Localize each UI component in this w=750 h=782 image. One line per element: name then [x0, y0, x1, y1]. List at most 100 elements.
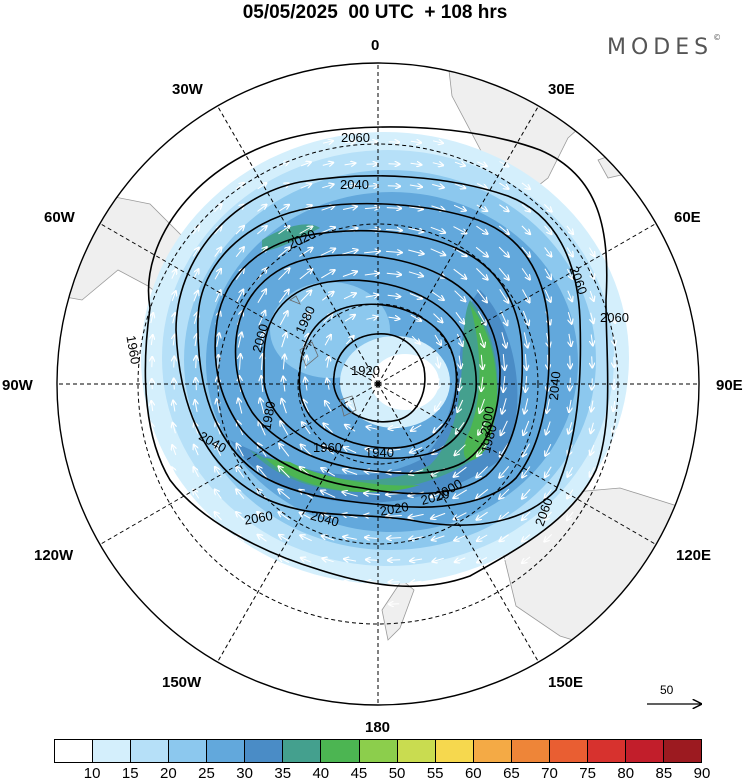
wind-vector: [521, 182, 530, 189]
wind-vector: [499, 511, 510, 520]
wind-vector: [194, 467, 199, 478]
contour-label: 2060: [243, 508, 274, 528]
colorbar-swatch: [169, 740, 208, 762]
wind-vector: [151, 335, 152, 346]
wind-vector: [409, 207, 423, 210]
wind-vector: [459, 377, 461, 391]
wind-vector: [365, 537, 380, 538]
wind-vector: [589, 269, 594, 278]
wind-vector: [500, 556, 509, 563]
wind-vector: [592, 356, 593, 367]
wind-vector: [323, 581, 334, 584]
colorbar-tick-label: 15: [121, 765, 139, 782]
wind-vector: [476, 289, 487, 303]
wind-vector: [238, 399, 243, 414]
wind-vector: [345, 336, 353, 345]
contour-label: 2000: [249, 322, 271, 354]
colorbar-labels: 10 15 20 25 30 35 40 45 50 55 60 65 70 75 80 85 90: [0, 765, 750, 782]
wind-vector: [544, 247, 552, 256]
wind-vector: [345, 603, 356, 605]
wind-vector: [410, 141, 421, 142]
wind-vector: [588, 247, 594, 257]
wind-vector: [173, 313, 176, 324]
wind-vector: [521, 204, 530, 212]
wind-vector: [432, 163, 443, 166]
wind-vector: [388, 560, 401, 561]
wind-vector: [521, 268, 530, 279]
wind-vector: [567, 511, 574, 520]
wind-vector: [345, 425, 356, 432]
wind-vector: [569, 399, 571, 412]
colorbar-swatch: [131, 740, 170, 762]
wind-vector: [479, 332, 485, 347]
wind-vector: [367, 604, 378, 605]
wind-vector: [172, 445, 176, 456]
south-pole-dot: [375, 381, 381, 387]
wind-vector: [431, 291, 444, 300]
wind-vector: [502, 398, 507, 413]
reference-vector-label: 50: [660, 683, 674, 697]
wind-vector: [235, 247, 244, 258]
wind-vector: [237, 444, 244, 457]
colorbar-swatch: [93, 740, 132, 762]
colorbar-swatch: [283, 740, 322, 762]
colorbar-swatch: [587, 740, 626, 762]
wind-vector: [365, 186, 378, 187]
wind-vector: [301, 580, 312, 584]
wind-vector: [431, 512, 446, 518]
wind-vector: [409, 537, 423, 540]
wind-vector: [236, 512, 245, 521]
map-title: 05/05/2025 00 UTC + 108 hrs: [242, 2, 508, 23]
wind-vector: [522, 466, 531, 478]
wind-vector: [476, 466, 489, 478]
wind-vector: [459, 355, 461, 369]
wind-vector: [151, 313, 153, 324]
reference-vector-arrow: [647, 684, 705, 710]
wind-vector: [279, 444, 290, 457]
contour-1960: [263, 279, 477, 460]
lon-label-120w: 120W: [34, 547, 74, 564]
wind-vector: [613, 312, 615, 323]
wind-vector: [258, 557, 267, 564]
wind-vector: [453, 268, 467, 279]
wind-vector: [214, 269, 221, 280]
contour-label: 1960: [123, 334, 143, 365]
wind-vector: [172, 467, 177, 477]
wind-vector: [388, 449, 401, 450]
wind-vector: [257, 183, 267, 190]
wind-vector: [303, 334, 309, 347]
wind-vector: [366, 142, 377, 143]
wind-vector: [321, 206, 335, 211]
wind-vector: [499, 161, 509, 167]
height-contours: [144, 126, 609, 588]
wind-vector: [323, 603, 334, 605]
brand-text: MODES: [607, 35, 714, 60]
colorbar-tick-label: 20: [160, 765, 177, 782]
wind-vector: [477, 579, 487, 584]
colorbar-tick-label: 80: [617, 765, 635, 782]
wind-vector: [302, 422, 311, 435]
wind-vector: [409, 185, 422, 187]
wind-vector: [408, 228, 423, 231]
wind-vector: [499, 289, 509, 302]
wind-vector: [524, 398, 529, 413]
wind-vector: [477, 534, 488, 541]
wind-vector: [455, 580, 466, 584]
wind-vector: [499, 465, 510, 477]
wind-vector: [279, 535, 290, 542]
wind-vector: [408, 249, 423, 254]
copyright-mark: ©: [713, 33, 722, 42]
wind-vector: [321, 270, 334, 279]
colorbar-tick-label: 35: [274, 765, 292, 782]
wind-vector: [522, 488, 531, 498]
wind-vector: [455, 557, 466, 562]
wind-vector: [455, 444, 466, 456]
wind-vector: [480, 398, 485, 413]
wind-vector: [257, 205, 267, 212]
wind-vector: [614, 378, 615, 389]
contour-label: 1960: [313, 440, 342, 455]
wind-vector: [235, 183, 244, 190]
wind-vector: [217, 399, 220, 413]
wind-vector: [300, 184, 312, 189]
wind-vector: [523, 420, 530, 435]
